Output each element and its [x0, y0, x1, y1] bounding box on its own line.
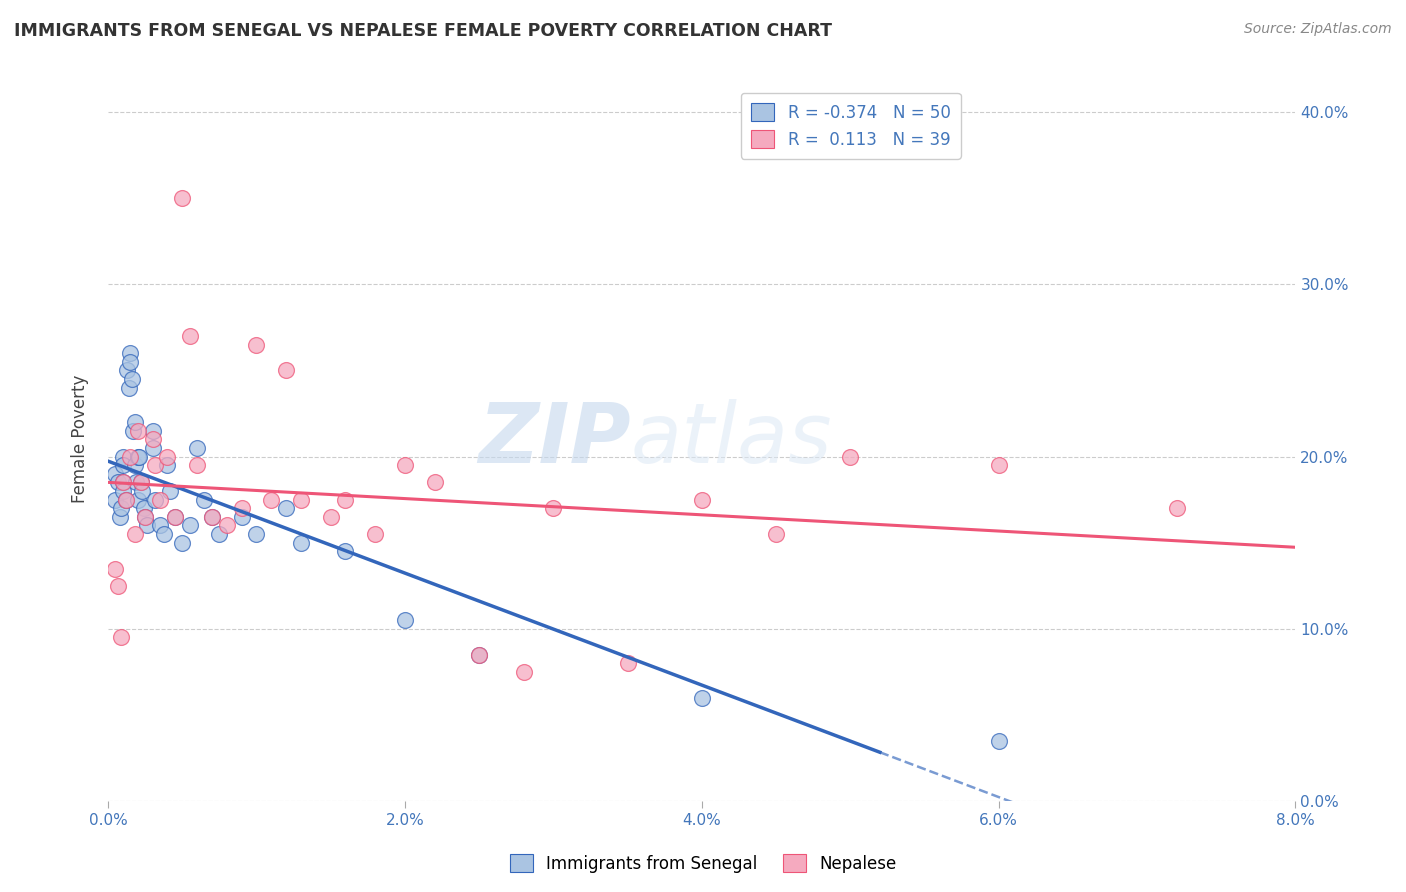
Point	[134, 509, 156, 524]
Point	[319, 509, 342, 524]
Point	[159, 483, 181, 498]
Point	[245, 337, 267, 351]
Point	[987, 458, 1010, 472]
Point	[245, 527, 267, 541]
Point	[201, 509, 224, 524]
Y-axis label: Female Poverty: Female Poverty	[72, 376, 89, 503]
Point	[290, 492, 312, 507]
Text: Source: ZipAtlas.com: Source: ZipAtlas.com	[1244, 22, 1392, 37]
Point	[145, 458, 167, 472]
Point	[179, 329, 201, 343]
Point	[543, 501, 565, 516]
Point	[193, 492, 215, 507]
Point	[111, 458, 134, 472]
Point	[132, 501, 155, 516]
Point	[1166, 501, 1188, 516]
Point	[163, 509, 186, 524]
Point	[364, 527, 387, 541]
Text: IMMIGRANTS FROM SENEGAL VS NEPALESE FEMALE POVERTY CORRELATION CHART: IMMIGRANTS FROM SENEGAL VS NEPALESE FEMA…	[14, 22, 832, 40]
Point	[468, 648, 491, 662]
Point	[128, 450, 150, 464]
Point	[201, 509, 224, 524]
Point	[163, 509, 186, 524]
Point	[111, 450, 134, 464]
Legend: Immigrants from Senegal, Nepalese: Immigrants from Senegal, Nepalese	[503, 847, 903, 880]
Point	[104, 467, 127, 481]
Point	[135, 518, 157, 533]
Point	[335, 544, 357, 558]
Point	[765, 527, 787, 541]
Point	[335, 492, 357, 507]
Point	[120, 450, 142, 464]
Point	[616, 657, 638, 671]
Point	[134, 509, 156, 524]
Text: atlas: atlas	[630, 399, 832, 480]
Point	[111, 475, 134, 490]
Point	[186, 441, 208, 455]
Point	[129, 475, 152, 490]
Point	[149, 518, 172, 533]
Point	[231, 501, 253, 516]
Point	[141, 441, 163, 455]
Point	[394, 458, 416, 472]
Point	[129, 475, 152, 490]
Point	[208, 527, 231, 541]
Point	[987, 734, 1010, 748]
Point	[127, 450, 149, 464]
Point	[124, 458, 146, 472]
Point	[172, 191, 194, 205]
Point	[141, 432, 163, 446]
Point	[260, 492, 283, 507]
Point	[124, 527, 146, 541]
Point	[153, 527, 176, 541]
Point	[124, 415, 146, 429]
Point	[120, 346, 142, 360]
Point	[141, 424, 163, 438]
Point	[127, 424, 149, 438]
Point	[179, 518, 201, 533]
Point	[690, 492, 713, 507]
Point	[121, 372, 143, 386]
Point	[111, 483, 134, 498]
Point	[290, 535, 312, 549]
Point	[114, 492, 136, 507]
Point	[423, 475, 446, 490]
Legend: R = -0.374   N = 50, R =  0.113   N = 39: R = -0.374 N = 50, R = 0.113 N = 39	[741, 93, 960, 159]
Point	[120, 355, 142, 369]
Point	[172, 535, 194, 549]
Point	[110, 501, 132, 516]
Point	[114, 492, 136, 507]
Point	[107, 475, 129, 490]
Point	[145, 492, 167, 507]
Point	[104, 561, 127, 575]
Point	[839, 450, 862, 464]
Text: ZIP: ZIP	[478, 399, 630, 480]
Point	[107, 579, 129, 593]
Point	[131, 483, 153, 498]
Point	[512, 665, 534, 679]
Point	[394, 613, 416, 627]
Point	[149, 492, 172, 507]
Point	[111, 475, 134, 490]
Point	[186, 458, 208, 472]
Point	[468, 648, 491, 662]
Point	[104, 492, 127, 507]
Point	[274, 501, 297, 516]
Point	[108, 509, 131, 524]
Point	[690, 690, 713, 705]
Point	[274, 363, 297, 377]
Point	[125, 475, 148, 490]
Point	[110, 631, 132, 645]
Point	[231, 509, 253, 524]
Point	[118, 381, 141, 395]
Point	[215, 518, 238, 533]
Point	[127, 492, 149, 507]
Point	[156, 458, 179, 472]
Point	[117, 363, 139, 377]
Point	[156, 450, 179, 464]
Point	[122, 424, 145, 438]
